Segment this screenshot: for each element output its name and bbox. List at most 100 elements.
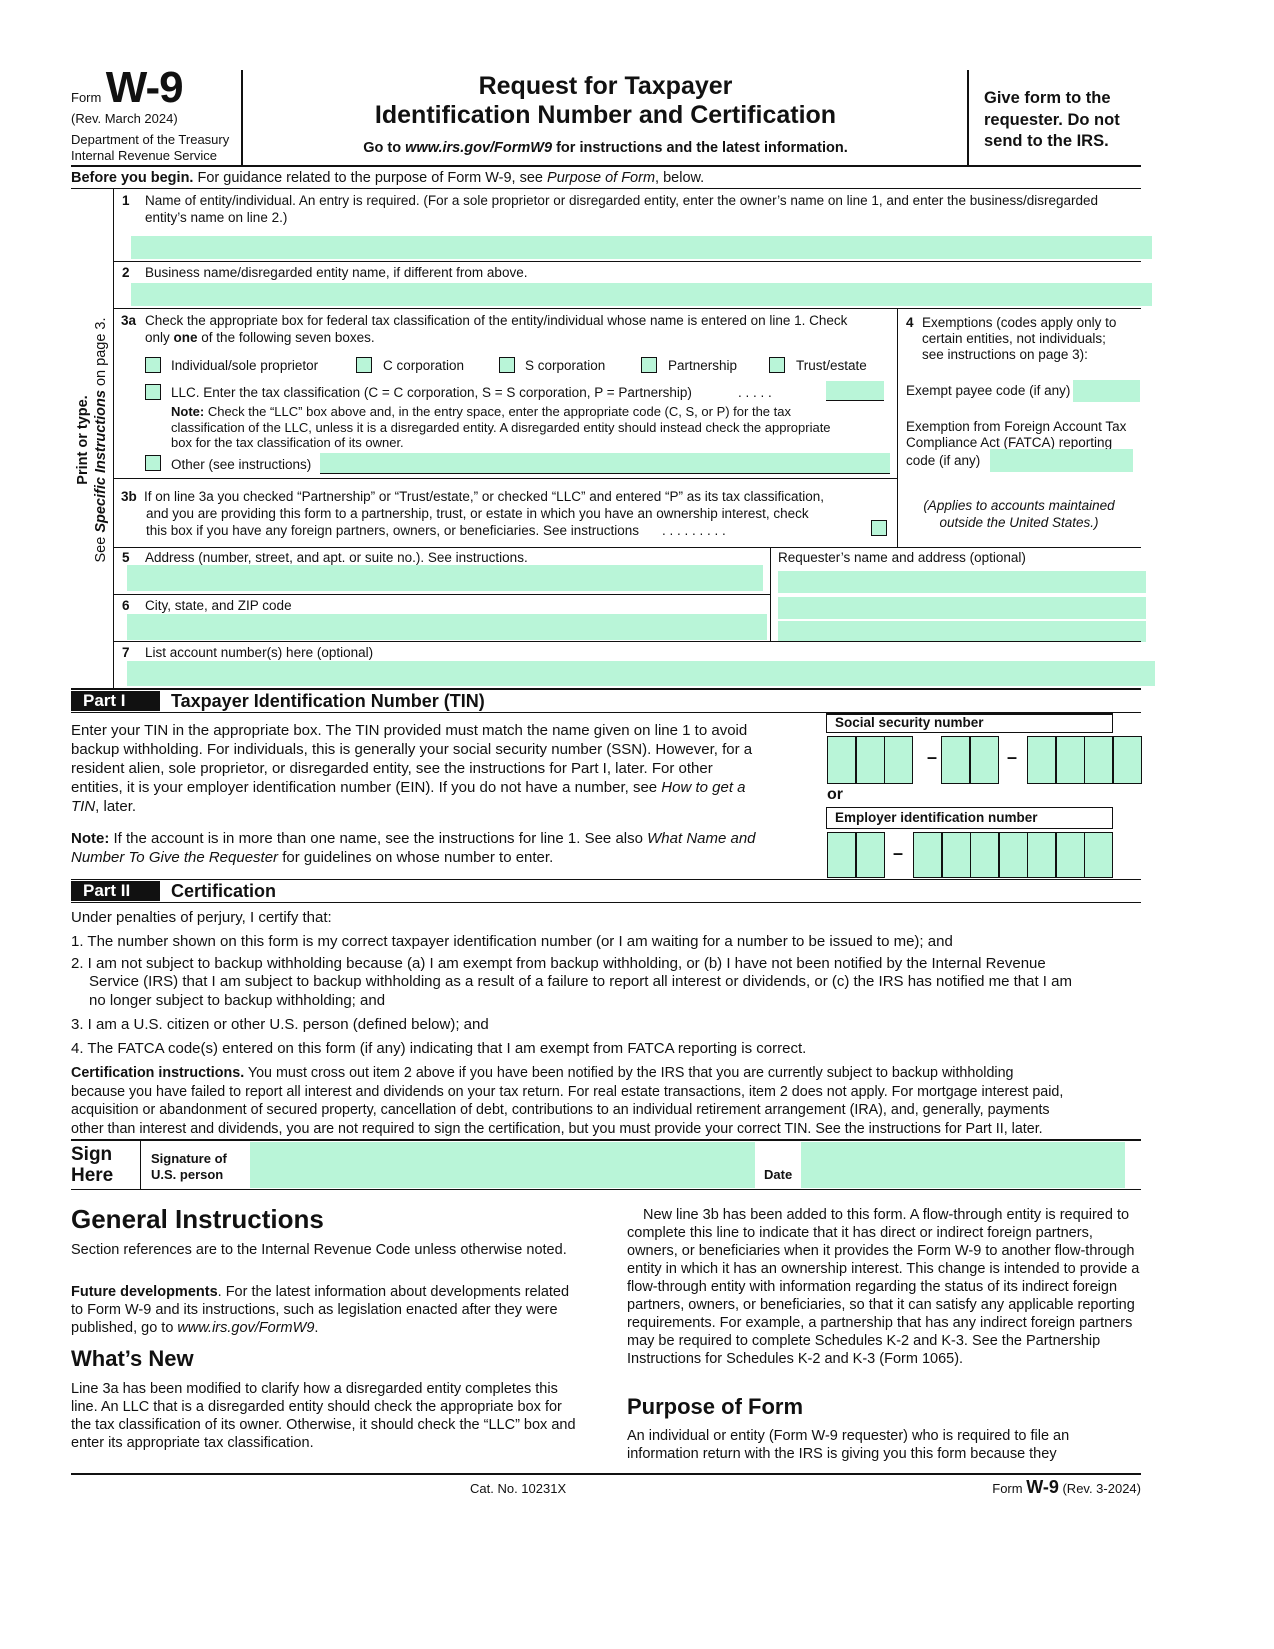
ein-label: Employer identification number <box>826 807 1113 829</box>
line3b-dots: . . . . . . . . . <box>662 523 726 538</box>
line4-label: see instructions on page 3): <box>922 347 1088 362</box>
ein-digit-box[interactable] <box>855 832 885 878</box>
catalog-number: Cat. No. 10231X <box>470 1481 567 1496</box>
cert-intro: Under penalties of perjury, I certify th… <box>71 909 332 926</box>
ssn-digit-box[interactable] <box>1112 736 1142 784</box>
city-state-zip-field[interactable] <box>127 614 767 640</box>
fatca-label: code (if any) <box>906 453 981 468</box>
or-label: or <box>827 786 843 803</box>
business-name-field[interactable] <box>131 283 1152 306</box>
cert-item: no longer subject to backup withholding;… <box>89 992 386 1009</box>
cert-item: 3. I am a U.S. citizen or other U.S. per… <box>71 1016 489 1033</box>
t: other than interest and dividends, you a… <box>71 1120 1043 1137</box>
t: Enter your TIN in the appropriate box. T… <box>71 722 748 739</box>
line6-num: 6 <box>122 598 130 613</box>
print-or-type: Print or type. <box>75 395 91 485</box>
line1-num: 1 <box>122 193 130 208</box>
t: Signature of <box>151 1151 227 1166</box>
ein-digit-box[interactable] <box>941 832 971 878</box>
ssn-digit-box[interactable] <box>827 736 856 784</box>
t: resident alien, sole proprietor, or disr… <box>71 760 713 777</box>
line6-label: City, state, and ZIP code <box>145 598 292 613</box>
t: entities, it is your employer identifica… <box>71 779 662 796</box>
address-field[interactable] <box>127 565 763 591</box>
part1-label: Part I <box>71 691 160 711</box>
line3b-num: 3b <box>121 489 137 504</box>
give-line: send to the IRS. <box>984 132 1109 150</box>
ein-digit-box[interactable] <box>1055 832 1085 878</box>
part1-title: Taxpayer Identification Number (TIN) <box>171 691 485 711</box>
sign-here: Sign Here <box>71 1144 113 1186</box>
irs-url-link[interactable]: www.irs.gov/FormW9 <box>405 140 553 156</box>
option-label: S corporation <box>525 358 606 373</box>
ein-digit-box[interactable] <box>970 832 999 878</box>
line4-num: 4 <box>906 315 914 330</box>
other-checkbox[interactable] <box>145 455 161 471</box>
t: Future developments <box>71 1284 218 1300</box>
line2-num: 2 <box>122 265 130 280</box>
t: W-9 <box>1026 1477 1059 1497</box>
form-title: Request for Taxpayer Identification Numb… <box>243 72 968 130</box>
cert-item: 1. The number shown on this form is my c… <box>71 933 953 950</box>
s-corporation-checkbox[interactable] <box>499 357 515 373</box>
ssn-digit-box[interactable] <box>941 736 970 784</box>
option-label: Partnership <box>668 358 738 373</box>
ssn-digit-box[interactable] <box>969 736 999 784</box>
option-label: Individual/sole proprietor <box>171 358 319 373</box>
ssn-digit-box[interactable] <box>855 736 885 784</box>
llc-note: Note: Check the “LLC” box above and, in … <box>171 404 831 451</box>
line7-num: 7 <box>122 645 130 660</box>
requester-field-3[interactable] <box>778 621 1146 642</box>
ein-digit-box[interactable] <box>998 832 1028 878</box>
ein-digit-box[interactable] <box>913 832 942 878</box>
ein-digit-box[interactable] <box>1027 832 1056 878</box>
ssn-digit-box[interactable] <box>1055 736 1085 784</box>
line3b-label: this box if you have any foreign partner… <box>146 523 640 538</box>
line1-label: Name of entity/individual. An entry is r… <box>145 193 1099 208</box>
t: only <box>145 330 174 345</box>
requester-field-1[interactable] <box>778 571 1146 593</box>
trust-estate-checkbox[interactable] <box>769 357 785 373</box>
goto-pre: Go to <box>363 140 406 156</box>
section-references: Section references are to the Internal R… <box>71 1242 567 1258</box>
t: box for the tax classification of its ow… <box>171 435 404 451</box>
department: Department of the Treasury <box>71 132 230 147</box>
irs-url-link[interactable]: www.irs.gov/FormW9 <box>177 1320 315 1336</box>
account-numbers-field[interactable] <box>127 661 1155 686</box>
requester-label: Requester’s name and address (optional) <box>778 550 1026 565</box>
footer-form-id: Form W-9 (Rev. 3-2024) <box>992 1477 1141 1498</box>
signature-field[interactable] <box>250 1142 755 1188</box>
fatca-code-field[interactable] <box>990 449 1133 472</box>
requester-field-2[interactable] <box>778 597 1146 619</box>
sidebar-print-note: Print or type. See Specific Instructions… <box>74 317 110 562</box>
t: TIN <box>71 798 96 815</box>
llc-checkbox[interactable] <box>145 384 161 400</box>
ssn-digit-box[interactable] <box>1027 736 1056 784</box>
t: How to get a <box>661 779 746 796</box>
individual-checkbox[interactable] <box>145 357 161 373</box>
t: outside the United States.) <box>939 514 1099 530</box>
ein-digit-box[interactable] <box>1084 832 1113 878</box>
before-bold: Before you begin. <box>71 170 194 186</box>
llc-classification-field[interactable] <box>826 381 884 401</box>
ein-digit-box[interactable] <box>827 832 856 878</box>
t: because you have failed to report all in… <box>71 1083 1064 1100</box>
exempt-payee-field[interactable] <box>1073 380 1140 402</box>
t: What Name and <box>647 830 756 847</box>
cert-item: Service (IRS) that I am subject to backu… <box>89 973 1072 990</box>
before-you-begin: Before you begin. For guidance related t… <box>71 170 704 187</box>
line3a-label-2: only one of the following seven boxes. <box>145 330 375 347</box>
c-corporation-checkbox[interactable] <box>356 357 372 373</box>
llc-dots: . . . . . <box>738 385 772 400</box>
other-field[interactable] <box>320 453 890 474</box>
foreign-partners-checkbox[interactable] <box>871 520 887 536</box>
option-label: C corporation <box>383 358 465 373</box>
ssn-digit-box[interactable] <box>884 736 913 784</box>
ssn-digit-box[interactable] <box>1084 736 1113 784</box>
t: Note: <box>71 830 110 847</box>
partnership-checkbox[interactable] <box>641 357 657 373</box>
t: , later. <box>95 798 137 815</box>
t: for guidelines on whose number to enter. <box>278 849 554 866</box>
name-field[interactable] <box>131 236 1152 259</box>
date-field[interactable] <box>801 1142 1125 1188</box>
